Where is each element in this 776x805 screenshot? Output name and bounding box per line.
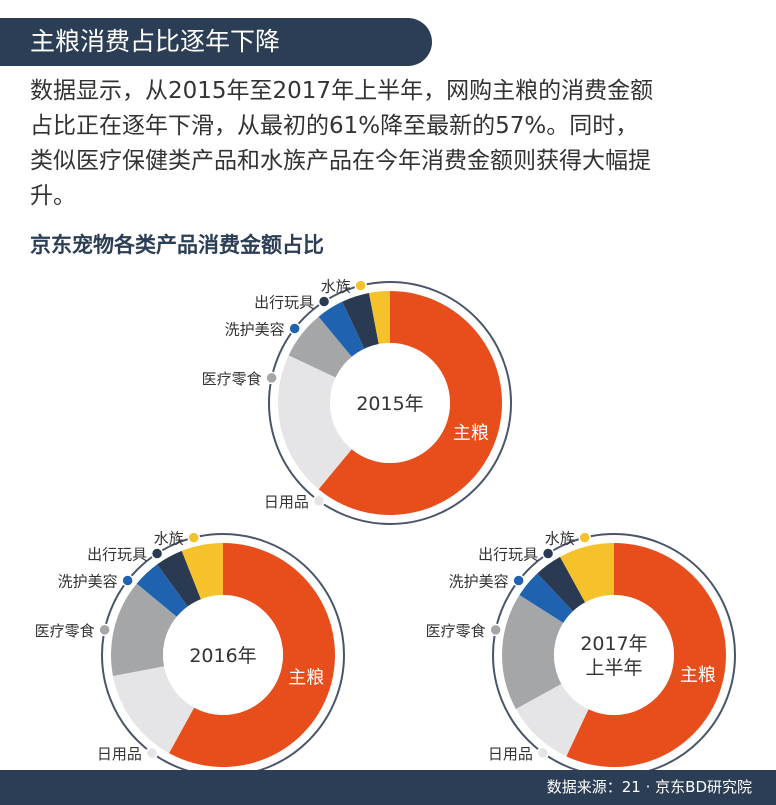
legend-dot-daily-goods [536,746,550,760]
chart-section-title: 京东宠物各类产品消费金额占比 [30,233,324,257]
center-year-label: 2015年 [356,393,423,415]
slice-label-staple-food: 主粮 [680,665,716,686]
slice-grooming [519,573,573,623]
legend-label-travel-toys: 出行玩具 [254,294,314,312]
legend-dot-travel-toys [541,547,555,560]
slice-label-staple-food: 主粮 [288,667,324,688]
slice-travel-toys [342,292,379,349]
slice-medical-snacks [502,594,564,709]
center-year-label: 2016年 [189,645,256,667]
slice-daily-goods [278,355,352,490]
legend-dot-medical-snacks [489,623,502,637]
footer-bar: 数据来源：21 · 京东BD研究院 [0,770,776,805]
slice-daily-goods [112,666,195,754]
slice-aquarium [181,543,223,600]
legend-label-travel-toys: 出行玩具 [87,546,147,564]
legend-dot-aquarium [354,279,367,292]
donut-hole [330,343,450,463]
legend-label-grooming: 洗护美容 [58,573,118,591]
legend-label-daily-goods: 日用品 [264,493,309,511]
donut-hole [554,595,674,715]
legend-dot-grooming [288,322,301,335]
slice-grooming [136,564,188,617]
legend-dot-medical-snacks [265,371,278,385]
legend-label-grooming: 洗护美容 [449,573,509,591]
legend-label-medical-snacks: 医疗零食 [35,622,95,640]
outer-ring [268,281,512,525]
slice-staple-food [318,291,503,515]
donut-hole [163,595,283,715]
center-year-label: 2017年 [580,633,647,655]
legend-label-medical-snacks: 医疗零食 [202,370,262,388]
slice-medical-snacks [111,583,177,676]
slice-label-staple-food: 主粮 [453,423,489,444]
slice-aquarium [369,291,390,345]
legend-label-medical-snacks: 医疗零食 [426,622,486,640]
header-banner: 主粮消费占比逐年下降 [0,18,432,66]
legend-label-aquarium: 水族 [545,530,575,548]
slice-staple-food [169,543,336,768]
legend-label-grooming: 洗护美容 [225,321,285,339]
intro-line: 类似医疗保健类产品和水族产品在今年消费金额则获得大幅提 [30,148,651,174]
slice-grooming [318,301,365,357]
legend-label-daily-goods: 日用品 [488,745,533,763]
intro-paragraph: 数据显示，从2015年至2017年上半年，网购主粮的消费金额 占比正在逐年下滑，从… [30,74,760,214]
slice-staple-food [566,543,727,767]
legend-label-daily-goods: 日用品 [97,745,142,763]
center-year-label: 上半年 [585,657,642,679]
page-title: 主粮消费占比逐年下降 [30,27,281,56]
slice-travel-toys [537,556,586,612]
intro-line: 数据显示，从2015年至2017年上半年，网购主粮的消费金额 [30,78,654,104]
legend-dot-travel-toys [317,295,331,308]
legend-dot-daily-goods [312,494,326,508]
legend-dot-grooming [512,574,525,587]
intro-line: 占比正在逐年下滑，从最初的61%降至最新的57%。同时， [30,113,639,139]
source-note: 数据来源：21 · 京东BD研究院 [546,778,752,796]
intro-line: 升。 [30,183,76,209]
legend-label-aquarium: 水族 [321,278,351,296]
legend-dot-daily-goods [145,746,159,760]
legend-dot-aquarium [187,531,200,544]
legend-label-travel-toys: 出行玩具 [478,546,538,564]
legend-dot-grooming [121,574,134,587]
slice-daily-goods [515,683,589,757]
legend-dot-aquarium [578,531,591,544]
legend-label-aquarium: 水族 [154,530,184,548]
legend-dot-travel-toys [150,547,164,560]
slice-aquarium [560,543,614,603]
legend-dot-medical-snacks [98,623,111,637]
slice-medical-snacks [288,316,352,378]
slice-travel-toys [157,550,201,607]
